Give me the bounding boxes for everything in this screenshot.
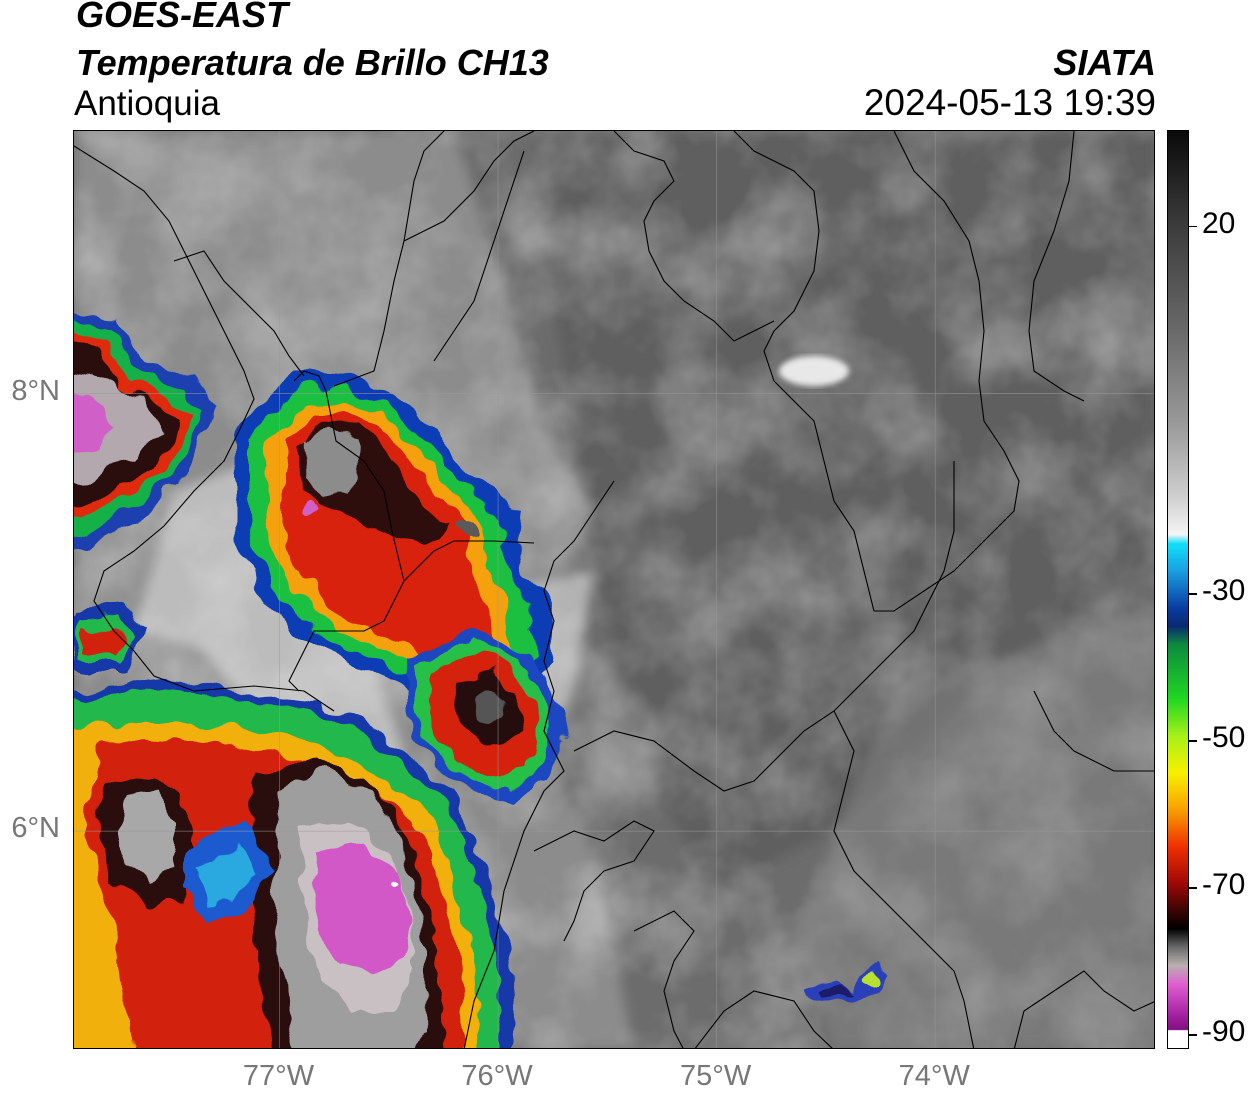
bolivar-border [733, 131, 875, 612]
product-title: Temperatura de Brillo CH13 [76, 42, 549, 83]
timestamp-label: 2024-05-13 19:39 [863, 82, 1156, 123]
caldas-border [533, 820, 655, 942]
central-cell [404, 631, 564, 801]
colorbar-label-20: 20 [1202, 206, 1236, 240]
colorbar-gradient [1168, 131, 1188, 1048]
huila-border [1013, 970, 1154, 1048]
colorbar-tick-20 [1189, 225, 1197, 228]
temperature-colorbar [1167, 130, 1189, 1049]
coastline [74, 145, 335, 712]
colorbar-tick-minus-50 [1189, 740, 1197, 742]
colorbar-label-minus-30: -30 [1202, 574, 1246, 608]
antioquia-cordoba [433, 150, 525, 362]
lon-label-77w: 77°W [242, 1060, 315, 1092]
lon-label-74w: 74°W [898, 1060, 970, 1092]
gridlines [74, 131, 1154, 1048]
boyaca-border [1033, 690, 1154, 772]
antioquia-north [403, 131, 535, 242]
agency-label: SIATA [1053, 42, 1156, 83]
map-panel[interactable] [73, 130, 1155, 1049]
region-label: Antioquia [74, 84, 220, 123]
boundaries [74, 131, 1154, 1048]
south-border [833, 710, 975, 1048]
colorbar-tick-minus-90 [1189, 1034, 1197, 1036]
southeast-clouds [794, 611, 1154, 1048]
colorbar-tick-minus-30 [1189, 593, 1197, 595]
lon-label-75w: 75°W [680, 1060, 752, 1092]
tolima-border [694, 990, 833, 1048]
satellite-map [74, 131, 1154, 1048]
southwest-cell [74, 606, 514, 1048]
bright-cloud-spot [779, 356, 849, 386]
lat-label-8n: 8°N [11, 374, 60, 407]
colorbar-tick-minus-70 [1189, 887, 1197, 889]
urrao-border [403, 540, 535, 582]
satellite-title: GOES-EAST [76, 0, 289, 35]
cordoba-sucre [613, 131, 775, 342]
coastline-uraba [288, 370, 405, 692]
central-border [573, 610, 925, 792]
northwest-cell [74, 307, 219, 546]
antioquia-east [463, 480, 615, 1048]
colorbar-label-minus-50: -50 [1202, 721, 1246, 755]
lon-label-76w: 76°W [461, 1060, 533, 1092]
darien-border [173, 250, 305, 377]
magdalena-cell [804, 963, 889, 1003]
santander-border [923, 461, 955, 612]
colorbar-label-minus-90: -90 [1202, 1015, 1246, 1049]
colorbar-label-minus-70: -70 [1202, 868, 1246, 902]
storm-cells [74, 307, 889, 1048]
east-border [1028, 131, 1085, 402]
lat-label-6n: 6°N [11, 812, 60, 845]
valle-border [633, 910, 695, 1048]
